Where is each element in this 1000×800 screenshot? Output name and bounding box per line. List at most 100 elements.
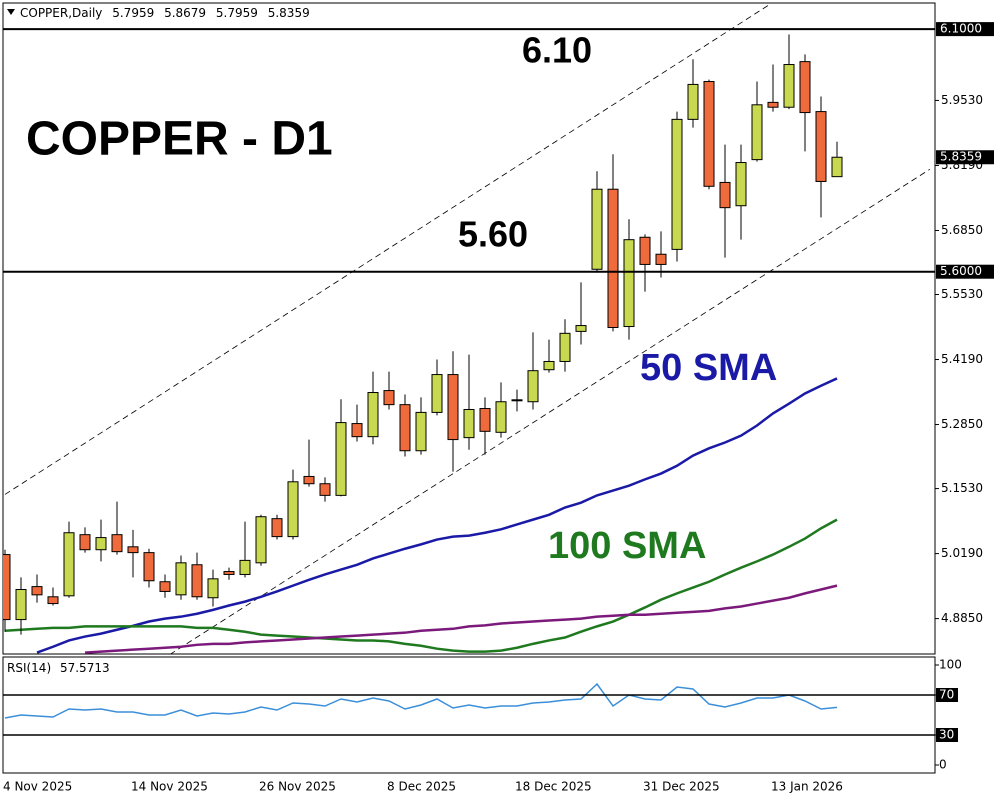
candle-body <box>63 532 75 597</box>
candle-body <box>47 596 59 605</box>
candle-body <box>623 239 635 328</box>
candle-body <box>271 518 283 538</box>
y-tick-label: 5.5530 <box>941 287 983 301</box>
candle-body <box>591 188 603 270</box>
price-plot <box>3 4 931 654</box>
candle-body <box>127 546 139 554</box>
candle-body <box>223 571 235 575</box>
symbol: COPPER,Daily <box>20 6 102 20</box>
candle-body <box>95 537 107 551</box>
candle-body <box>671 118 683 250</box>
candle-body <box>447 374 459 441</box>
level-axis-label-box <box>936 22 994 37</box>
x-tick-label: 26 Nov 2025 <box>259 780 336 794</box>
candle-body <box>239 559 251 575</box>
line <box>4 682 838 719</box>
x-tick-label: 14 Nov 2025 <box>131 780 208 794</box>
candle-body <box>527 370 539 403</box>
candle-body <box>431 374 443 413</box>
rsi-plot <box>4 682 838 719</box>
y-tick-label: 5.1530 <box>941 481 983 495</box>
channel-line <box>169 168 931 654</box>
rsi-frame <box>2 656 936 774</box>
candle-body <box>735 162 747 207</box>
candle-body <box>79 534 91 551</box>
close-value: 5.8359 <box>268 6 310 20</box>
candle-body <box>543 360 555 371</box>
header: COPPER,Daily 5.7959 5.8679 5.7959 5.8359 <box>20 6 310 20</box>
candle-body <box>783 64 795 108</box>
candle-body <box>3 554 11 621</box>
candle-body <box>719 181 731 209</box>
candle-body <box>767 101 779 108</box>
y-tick-label: 0 <box>939 758 947 772</box>
menu-arrow[interactable] <box>7 9 15 15</box>
level-label: 5.60 <box>458 214 528 255</box>
rsi-title: RSI(14) <box>7 661 51 675</box>
rsi-header: RSI(14) 57.5713 <box>7 661 110 675</box>
candle-body <box>815 111 827 182</box>
line <box>36 377 838 654</box>
line <box>84 584 838 654</box>
sma-label: 100 SMA <box>548 525 706 567</box>
candle-body <box>559 332 571 362</box>
low-value: 5.7959 <box>216 6 258 20</box>
level-label: 6.10 <box>522 30 592 71</box>
candle-body <box>575 325 587 332</box>
candle-body <box>703 81 715 187</box>
rsi-tick-box <box>936 728 958 742</box>
candle-body <box>479 408 491 432</box>
y-tick-label: 5.2850 <box>941 417 983 431</box>
line <box>4 518 838 653</box>
candle-body <box>143 552 155 582</box>
y-tick-label: 5.0190 <box>941 546 983 560</box>
level-axis-label: 5.6000 <box>940 264 982 278</box>
open-value: 5.7959 <box>112 6 154 20</box>
channel-line <box>4 4 771 495</box>
candle-body <box>367 392 379 438</box>
y-tick-label: 5.9530 <box>941 93 983 107</box>
high-value: 5.8679 <box>164 6 206 20</box>
y-tick-label: 70 <box>939 688 954 702</box>
candle-body <box>303 475 315 485</box>
candle-body <box>399 404 411 452</box>
candle-body <box>751 104 763 161</box>
candle-body <box>319 483 331 496</box>
candle-body <box>511 399 523 402</box>
candle-body <box>31 586 43 596</box>
x-tick-label: 18 Dec 2025 <box>515 780 592 794</box>
candle-body <box>207 578 219 599</box>
level-axis-label-box <box>936 264 994 279</box>
y-tick-label: 30 <box>939 728 954 742</box>
candle-body <box>799 61 811 114</box>
current-price-box <box>936 150 994 165</box>
x-tick-label: 31 Dec 2025 <box>643 780 720 794</box>
price-frame <box>2 2 936 655</box>
y-tick-label: 5.4190 <box>941 352 983 366</box>
candle-body <box>831 156 843 178</box>
candle-body <box>655 253 667 265</box>
candle-body <box>191 564 203 598</box>
candle-body <box>415 411 427 452</box>
candle-body <box>287 481 299 538</box>
candle-body <box>463 408 475 439</box>
candle-body <box>111 534 123 553</box>
x-tick-label: 4 Nov 2025 <box>3 780 72 794</box>
candle-body <box>159 581 171 592</box>
candle-body <box>687 83 699 120</box>
rsi-tick-box <box>936 688 958 702</box>
y-tick-label: 5.6850 <box>941 223 983 237</box>
candle-body <box>15 589 27 621</box>
candle-body <box>335 422 347 496</box>
candle-body <box>255 516 267 564</box>
level-axis-label: 6.1000 <box>940 22 982 36</box>
candle-body <box>639 236 651 265</box>
x-tick-label: 8 Dec 2025 <box>387 780 456 794</box>
candle-body <box>383 390 395 406</box>
candle-body <box>607 188 619 328</box>
sma-label: 50 SMA <box>640 347 777 389</box>
rsi-value: 57.5713 <box>60 661 110 675</box>
candle-body <box>175 562 187 596</box>
chart-title: COPPER - D1 <box>26 113 333 166</box>
